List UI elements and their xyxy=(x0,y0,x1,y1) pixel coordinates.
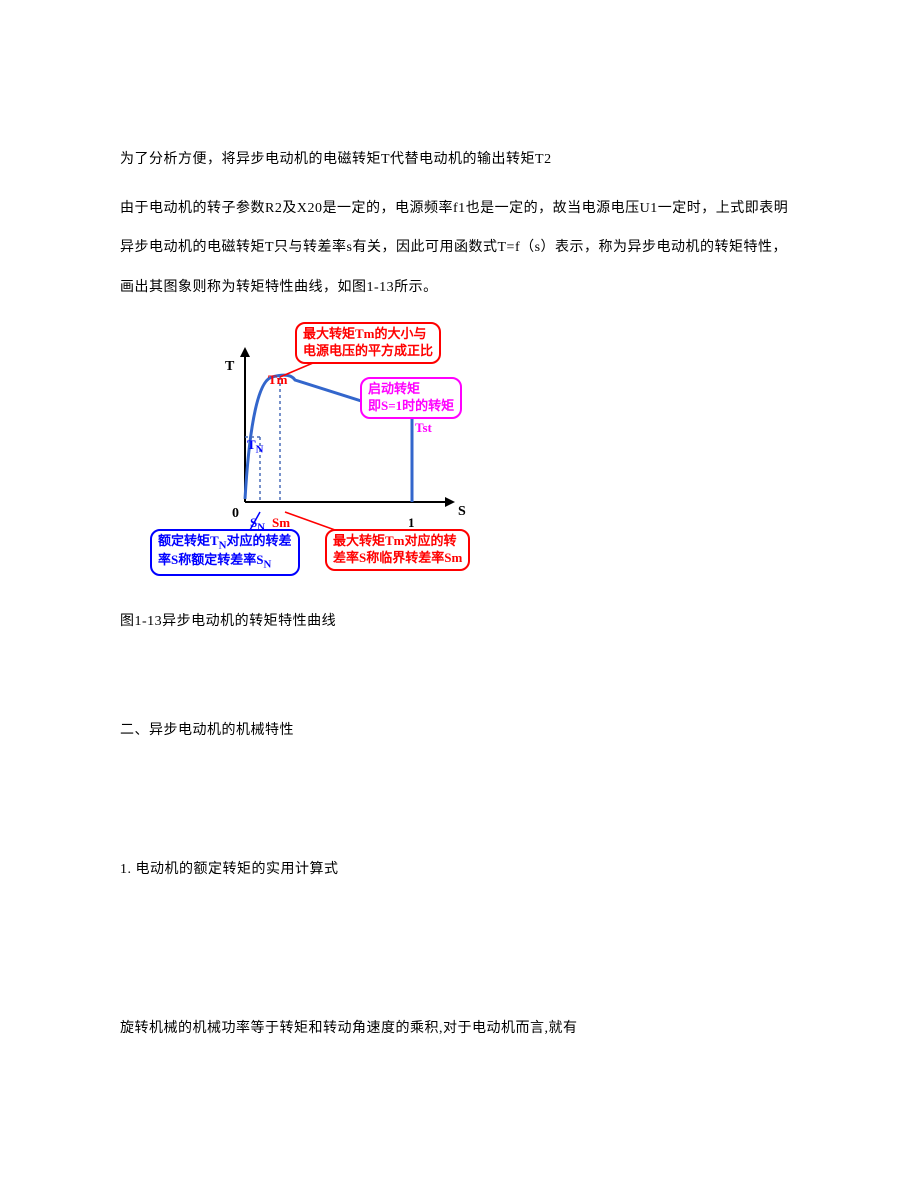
origin-label: 0 xyxy=(232,494,239,533)
callout-critical-slip-line2: 差率S称临界转差率Sm xyxy=(333,550,462,565)
torque-characteristic-diagram: 最大转矩Tm的大小与 电源电压的平方成正比 启动转矩 即S=1时的转矩 额定转矩… xyxy=(160,322,490,572)
callout-max-torque-line1: 最大转矩Tm的大小与 xyxy=(303,326,427,341)
axis-label-T: T xyxy=(225,347,234,386)
label-1: 1 xyxy=(408,505,415,541)
section-2-title: 二、异步电动机的机械特性 xyxy=(120,711,800,750)
label-TN: TN xyxy=(247,427,264,465)
callout-max-torque: 最大转矩Tm的大小与 电源电压的平方成正比 xyxy=(295,322,441,364)
callout-start-torque-line1: 启动转矩 xyxy=(368,381,420,396)
paragraph-3: 旋转机械的机械功率等于转矩和转动角速度的乘积,对于电动机而言,就有 xyxy=(120,1009,800,1048)
callout-max-torque-line2: 电源电压的平方成正比 xyxy=(303,343,433,358)
paragraph-2: 由于电动机的转子参数R2及X20是一定的，电源频率f1也是一定的，故当电源电压U… xyxy=(120,189,800,307)
callout-start-torque-line2: 即S=1时的转矩 xyxy=(368,398,454,413)
label-SN: SN xyxy=(250,505,265,543)
axis-label-S: S xyxy=(458,492,466,531)
callout-critical-slip: 最大转矩Tm对应的转 差率S称临界转差率Sm xyxy=(325,529,470,571)
callout-start-torque: 启动转矩 即S=1时的转矩 xyxy=(360,377,462,419)
callout-rated-slip-line2: 率S称额定转差率SN xyxy=(158,552,271,567)
subsection-1-title: 1. 电动机的额定转矩的实用计算式 xyxy=(120,850,800,889)
callout-critical-slip-line1: 最大转矩Tm对应的转 xyxy=(333,533,457,548)
figure-caption: 图1-13异步电动机的转矩特性曲线 xyxy=(120,602,800,641)
label-Sm: Sm xyxy=(272,505,290,541)
label-Tm: Tm xyxy=(268,362,288,398)
label-Tst: Tst xyxy=(415,410,432,446)
paragraph-1: 为了分析方便，将异步电动机的电磁转矩T代替电动机的输出转矩T2 xyxy=(120,140,800,179)
